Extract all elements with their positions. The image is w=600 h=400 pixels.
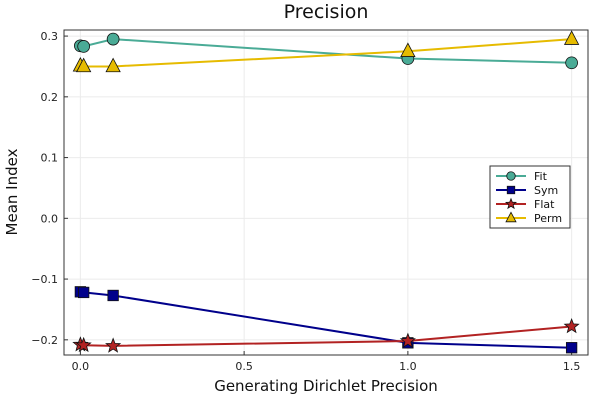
axis-ticks: 0.0 0.5 1.0 1.5 −0.2 −0.1 0.0 0.1 0.2 0.3 <box>31 30 580 373</box>
data-point-flat <box>399 332 416 348</box>
legend-label-fit: Fit <box>534 170 548 183</box>
x-tick-label: 0.5 <box>235 360 253 373</box>
legend-marker-perm <box>505 211 517 223</box>
legend-label-flat: Flat <box>534 198 555 211</box>
y-tick-label: −0.1 <box>31 273 58 286</box>
data-point-perm <box>105 57 121 73</box>
y-tick-label: −0.2 <box>31 334 58 347</box>
data-point-sym <box>78 286 90 299</box>
x-tick-label: 1.5 <box>563 360 581 373</box>
grid-lines <box>64 30 588 355</box>
x-tick-label: 0.0 <box>72 360 90 373</box>
series-flat <box>72 317 580 353</box>
legend-item-perm: Perm <box>496 211 562 225</box>
legend-item-fit: Fit <box>496 170 548 183</box>
y-tick-label: 0.2 <box>41 91 59 104</box>
legend-item-sym: Sym <box>496 184 558 197</box>
plot-frame <box>63 29 589 356</box>
data-point-perm <box>563 30 580 45</box>
chart-title: Precision <box>284 1 369 23</box>
data-point-perm <box>75 57 92 73</box>
legend-label-sym: Sym <box>534 184 558 197</box>
data-point-fit <box>77 40 91 53</box>
y-axis-title: Mean Index <box>3 148 21 235</box>
x-tick-label: 1.0 <box>399 360 417 373</box>
y-tick-label: 0.3 <box>41 30 59 43</box>
legend-marker-flat <box>504 197 518 210</box>
series-perm <box>72 30 580 73</box>
legend-marker-fit <box>506 171 516 181</box>
plot-series <box>72 30 580 354</box>
legend-item-flat: Flat <box>496 197 555 211</box>
series-fit <box>74 32 578 70</box>
legend-label-perm: Perm <box>534 212 562 225</box>
data-point-fit <box>565 56 578 70</box>
y-tick-label: 0.1 <box>41 152 59 165</box>
legend-marker-sym <box>506 185 516 195</box>
data-point-flat <box>105 337 122 353</box>
x-axis-title: Generating Dirichlet Precision <box>214 377 438 395</box>
series-line-fit <box>80 38 572 64</box>
data-point-fit <box>106 32 120 46</box>
data-point-sym <box>565 342 578 354</box>
data-point-flat <box>75 336 92 353</box>
data-point-flat <box>563 317 580 334</box>
data-point-sym <box>107 289 119 302</box>
data-point-perm <box>400 42 416 57</box>
y-tick-label: 0.0 <box>41 212 59 225</box>
